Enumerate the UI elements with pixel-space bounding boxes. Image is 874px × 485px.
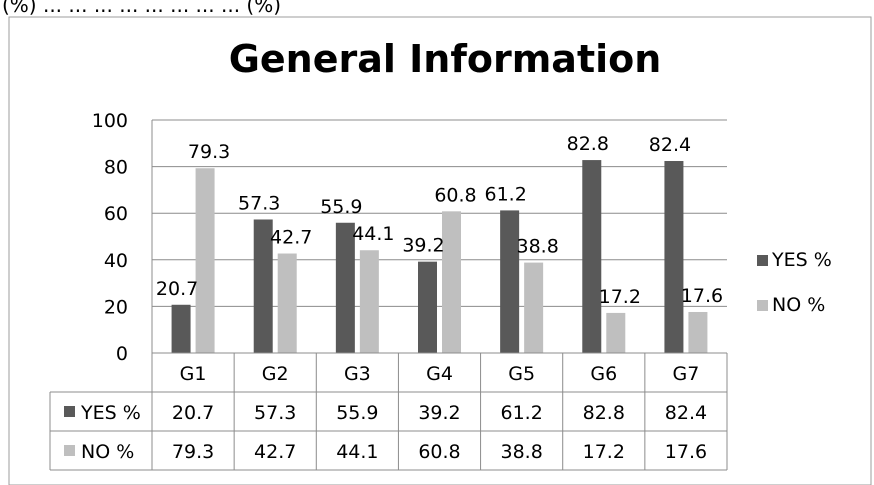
y-axis-ticks: 0 20 40 60 80 100 (92, 110, 128, 365)
data-label-yes-G3: 55.9 (320, 196, 362, 218)
table-legend-key-no (64, 445, 75, 456)
data-label-no-G1: 79.3 (188, 141, 230, 163)
table-cell: 57.3 (254, 402, 296, 424)
bar-no-G7 (688, 311, 708, 353)
data-table: G1 G2 G3 G4 G5 G6 G7 YES % 20.7 57.3 55.9 39.2 61.2 8… (49, 352, 728, 471)
table-cell: 39.2 (418, 402, 460, 424)
x-tick-label: G3 (344, 363, 371, 385)
data-label-no-G4: 60.8 (434, 184, 476, 206)
table-legend-key-yes (64, 406, 75, 417)
bar-no-G2 (277, 253, 297, 353)
x-tick-label: G6 (590, 363, 617, 385)
x-tick-label: G5 (508, 363, 535, 385)
bar-no-G3 (359, 250, 379, 353)
bars (171, 160, 708, 353)
table-cell: 20.7 (172, 402, 214, 424)
table-cell: 44.1 (336, 441, 378, 463)
bar-yes-G3 (335, 222, 355, 353)
legend: YES % NO % (757, 249, 832, 316)
y-tick-label: 80 (104, 157, 128, 179)
table-row-header: YES % (80, 402, 141, 424)
x-tick-label: G2 (262, 363, 289, 385)
data-label-no-G7: 17.6 (681, 285, 723, 307)
table-cell: 17.2 (583, 441, 625, 463)
data-label-yes-G6: 82.8 (567, 133, 609, 155)
x-tick-label: G7 (673, 363, 700, 385)
bar-yes-G2 (253, 219, 273, 353)
bar-yes-G6 (582, 160, 602, 353)
table-cell: 55.9 (336, 402, 378, 424)
data-labels: 20.7 79.3 57.3 42.7 55.9 44.1 39.2 60.8 61.2 38.8… (156, 133, 723, 308)
legend-key-no (757, 300, 768, 311)
legend-key-yes (757, 255, 768, 266)
data-label-yes-G7: 82.4 (649, 134, 691, 156)
bar-yes-G7 (664, 161, 684, 353)
bar-yes-G4 (418, 261, 437, 353)
x-tick-label: G1 (180, 363, 207, 385)
table-cell: 79.3 (172, 441, 214, 463)
data-label-yes-G5: 61.2 (484, 183, 526, 205)
table-cell: 82.8 (583, 402, 625, 424)
table-cell: 42.7 (254, 441, 296, 463)
x-tick-label: G4 (426, 363, 453, 385)
table-cell: 61.2 (500, 402, 542, 424)
table-cell: 60.8 (418, 441, 460, 463)
data-label-no-G2: 42.7 (270, 227, 312, 249)
y-tick-label: 40 (104, 250, 128, 272)
data-label-no-G3: 44.1 (352, 223, 394, 245)
bar-no-G1 (195, 168, 215, 353)
table-cell: 17.6 (665, 441, 707, 463)
legend-label-yes: YES % (771, 249, 832, 271)
bar-no-G5 (524, 262, 544, 353)
table-cell: 82.4 (665, 402, 707, 424)
chart-title: General Information (229, 37, 662, 81)
cropped-caption-text: (%) ... ... ... ... ... ... ... ... (%) (2, 0, 281, 17)
y-tick-label: 60 (104, 203, 128, 225)
y-tick-label: 100 (92, 110, 128, 132)
bar-no-G6 (606, 312, 626, 353)
y-tick-label: 0 (116, 343, 128, 365)
bar-no-G4 (442, 211, 461, 353)
data-label-no-G6: 17.2 (599, 286, 641, 308)
table-row-header: NO % (81, 441, 134, 463)
data-label-yes-G2: 57.3 (238, 192, 280, 214)
bar-yes-G1 (171, 304, 191, 353)
table-cell: 38.8 (500, 441, 542, 463)
data-label-yes-G4: 39.2 (402, 235, 444, 257)
bar-yes-G5 (500, 210, 520, 353)
data-label-no-G5: 38.8 (516, 236, 558, 258)
legend-label-no: NO % (772, 294, 825, 316)
data-label-yes-G1: 20.7 (156, 278, 198, 300)
y-tick-label: 20 (104, 296, 128, 318)
